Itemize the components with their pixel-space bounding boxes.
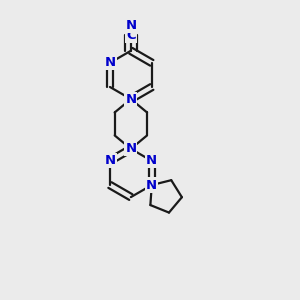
Text: N: N bbox=[125, 19, 136, 32]
Text: N: N bbox=[146, 178, 157, 191]
Text: C: C bbox=[126, 29, 136, 42]
Text: N: N bbox=[125, 93, 136, 106]
Text: N: N bbox=[104, 154, 116, 167]
Text: N: N bbox=[146, 154, 157, 167]
Text: N: N bbox=[104, 56, 116, 69]
Text: N: N bbox=[125, 142, 136, 155]
